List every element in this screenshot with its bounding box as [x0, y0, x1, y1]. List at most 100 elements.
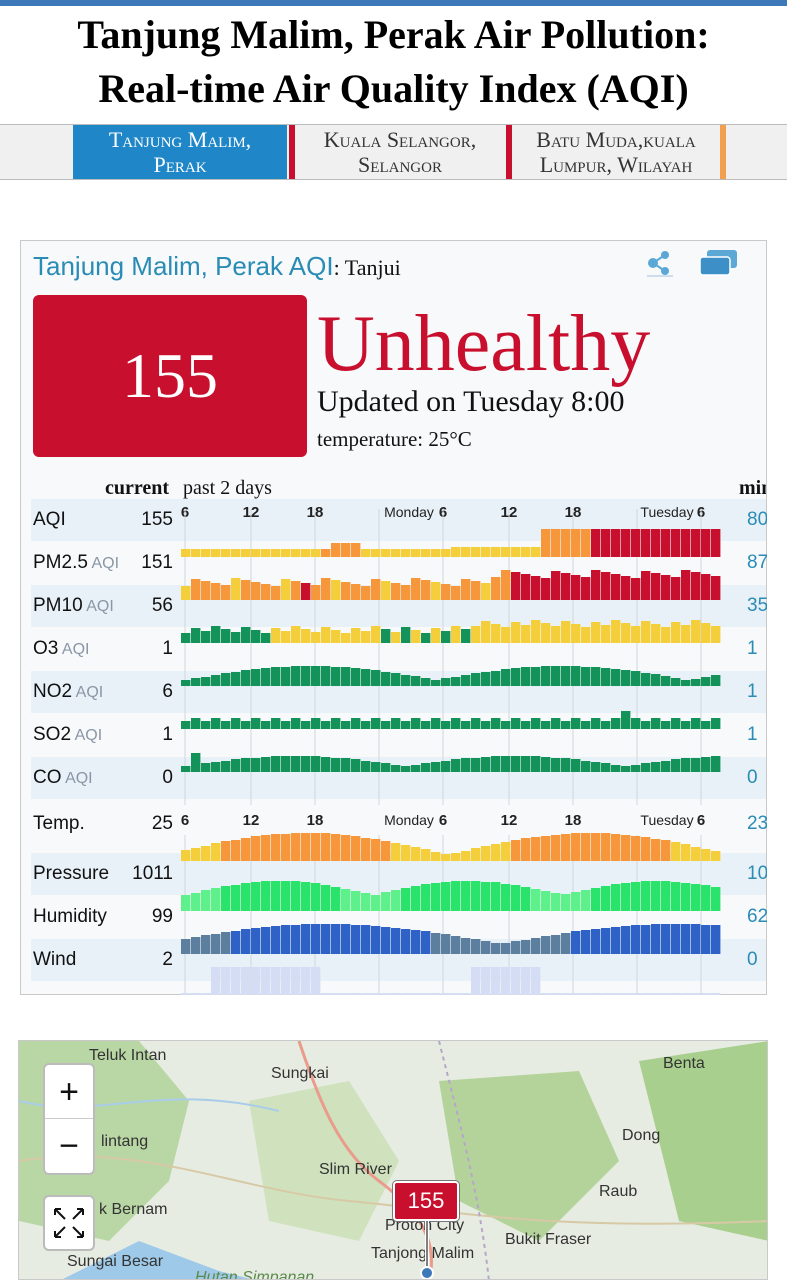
history-bar: [281, 756, 291, 772]
history-bar: [631, 578, 641, 600]
tab-kuala-selangor[interactable]: Kuala Selangor, Selangor: [295, 125, 505, 179]
metric-label: PM10: [33, 595, 83, 616]
history-bar: [641, 673, 651, 686]
history-bar: [501, 756, 511, 772]
history-bar: [451, 936, 461, 954]
history-bar: [541, 993, 551, 995]
history-bar: [331, 924, 341, 954]
history-bar: [401, 627, 411, 643]
history-bar: [301, 666, 311, 686]
history-bar: [601, 625, 611, 643]
history-bar: [691, 993, 701, 995]
history-bar: [211, 549, 221, 557]
history-bar: [551, 571, 561, 600]
history-bar: [491, 967, 501, 995]
tab-batu-muda[interactable]: Batu Muda,kuala Lumpur, Wilayah: [512, 125, 720, 179]
history-bar: [181, 993, 191, 995]
history-bar: [441, 549, 451, 557]
history-bar: [401, 929, 411, 954]
history-bar: [651, 839, 661, 861]
history-bar: [431, 883, 441, 911]
history-bar: [601, 833, 611, 861]
widget-heading[interactable]: Tanjung Malim, Perak AQI: Tanjui: [33, 251, 401, 282]
history-bar: [701, 574, 711, 600]
history-bar: [591, 570, 601, 600]
metric-row[interactable]: PM2.5 AQI 151 87: [31, 542, 767, 584]
map-label: Tanjong Malim: [371, 1245, 475, 1262]
history-bar: [461, 851, 471, 861]
metric-current: 99: [151, 906, 173, 927]
history-bar: [361, 761, 371, 772]
metric-row[interactable]: Temp. 25 23: [31, 803, 767, 845]
history-bar: [211, 626, 221, 643]
zoom-in-button[interactable]: +: [45, 1065, 93, 1119]
aqi-map-marker[interactable]: 155: [393, 1181, 459, 1221]
metric-current: 0: [162, 767, 173, 788]
history-bar: [631, 882, 641, 911]
history-bar: [231, 967, 241, 995]
history-bar: [501, 967, 511, 995]
metric-name: Wind: [33, 949, 76, 971]
history-bar: [261, 835, 271, 861]
history-bar: [641, 925, 651, 954]
history-bar: [441, 584, 451, 600]
zoom-out-button[interactable]: −: [59, 1127, 79, 1165]
history-bar: [371, 549, 381, 557]
history-bar: [621, 766, 631, 772]
history-bar: [221, 549, 231, 557]
history-bar: [541, 623, 551, 643]
map-label: Bukit Fraser: [505, 1231, 592, 1248]
history-bar: [321, 833, 331, 861]
history-bar: [651, 718, 661, 729]
history-bar: [611, 574, 621, 600]
history-bar: [281, 579, 291, 600]
metric-unit: AQI: [58, 641, 90, 658]
history-bar: [571, 666, 581, 686]
history-bar: [671, 529, 681, 557]
metric-label: Wind: [33, 949, 77, 970]
metric-label: PM2.5: [33, 552, 88, 573]
history-bar: [321, 627, 331, 643]
history-bar: [321, 757, 331, 772]
history-bar: [381, 549, 391, 557]
history-bar: [591, 833, 601, 861]
metric-row[interactable]: SO2 AQI 1 1: [31, 714, 766, 756]
history-bar: [191, 848, 201, 861]
history-bar: [581, 890, 591, 911]
map-label: Sungai Besar: [67, 1253, 164, 1270]
history-bar: [241, 670, 251, 686]
history-bar: [511, 547, 521, 557]
history-bar: [651, 924, 661, 954]
history-bar: [591, 888, 601, 911]
metric-row[interactable]: O3 AQI 1 1: [31, 628, 766, 670]
history-bar: [581, 667, 591, 686]
metric-row[interactable]: Humidity 99 62: [31, 896, 767, 938]
history-bar: [261, 967, 271, 995]
history-bar: [261, 549, 271, 557]
share-icon[interactable]: [639, 247, 679, 279]
history-bar: [471, 939, 481, 954]
time-tick-label: 18: [565, 812, 582, 829]
history-bar: [301, 629, 311, 643]
history-bar: [571, 529, 581, 557]
history-bar: [401, 721, 411, 729]
history-bar: [381, 721, 391, 729]
history-bar: [181, 680, 191, 686]
history-bar: [391, 928, 401, 954]
map[interactable]: Teluk Intan Sungkai Benta Dong Slim Rive…: [18, 1040, 768, 1280]
history-bar: [661, 924, 671, 954]
history-bar: [341, 924, 351, 954]
metric-label: SO2: [33, 724, 72, 745]
history-bar: [471, 881, 481, 911]
history-bar: [361, 893, 371, 911]
fullscreen-button[interactable]: [43, 1195, 95, 1251]
history-bar: [621, 576, 631, 600]
tab-tanjung-malim[interactable]: Tanjung Malim, Perak: [73, 125, 287, 179]
history-bar: [671, 842, 681, 861]
history-bar: [231, 718, 241, 729]
history-bar: [611, 718, 621, 729]
widget-embed-icon[interactable]: [697, 247, 741, 279]
history-bar: [391, 765, 401, 772]
history-bar: [301, 924, 311, 954]
history-bar: [611, 765, 621, 772]
